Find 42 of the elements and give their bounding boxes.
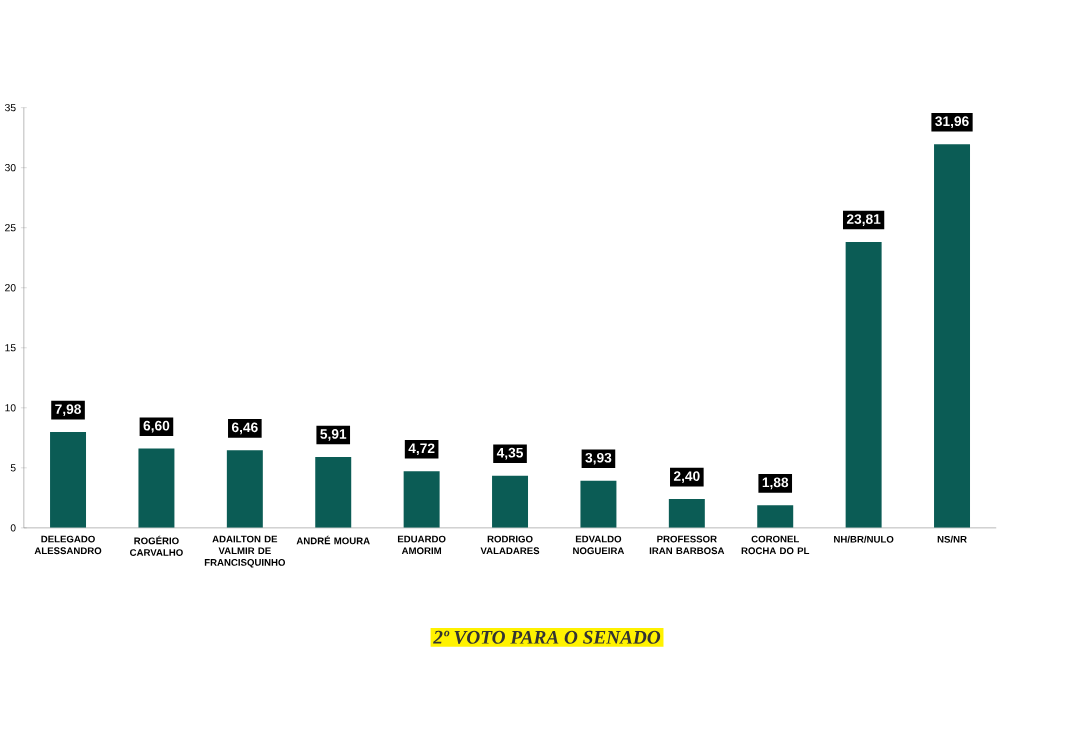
x-tick-label: ANDRÉ MOURA [296,535,370,545]
y-tick-label: 20 [5,284,16,292]
data-label: 1,88 [762,477,789,490]
bar [934,144,971,528]
x-tick-label: EDUARDO AMORIM [397,535,446,555]
data-label: 23,81 [846,214,881,226]
y-tick-label: 25 [5,224,16,232]
x-tick-label: EDVALDO NOGUEIRA [573,535,625,555]
data-label: 6,60 [143,420,170,433]
y-tick-label: 35 [4,104,16,112]
data-label: 31,96 [935,116,969,129]
data-label: 3,93 [585,452,612,465]
bar [315,456,352,528]
y-tick-label: 5 [10,464,16,472]
y-tick-label: 0 [10,524,16,532]
bar [845,242,882,528]
bar [668,499,705,528]
data-label: 7,98 [55,404,81,417]
x-tick-label: NH/BR/NULO [834,535,894,543]
data-label: 5,91 [320,429,347,441]
y-tick-label: 10 [5,404,16,412]
data-label: 4,72 [408,443,435,456]
data-label: 4,35 [496,447,524,460]
x-tick-label: CORONEL ROCHA DO PL [741,535,810,555]
bar [138,448,175,528]
data-label: 2,40 [673,471,700,484]
bar [757,505,794,528]
x-tick-label: RODRIGO VALADARES [480,535,540,555]
x-tick-label: NS/NR [937,535,967,543]
bar [226,450,263,528]
x-tick-label: DELEGADO ALESSANDRO [34,535,102,555]
x-tick-label: PROFESSOR IRAN BARBOSA [649,535,725,555]
bar [403,471,440,528]
bar [50,432,87,528]
data-label: 6,46 [231,422,258,435]
x-tick-label: ADAILTON DE VALMIR DE FRANCISQUINHO [204,535,286,568]
y-tick-label: 15 [5,344,16,352]
x-tick-label: ROGÉRIO CARVALHO [130,535,183,557]
text: 2º VOTO PARA O SENADO [433,630,661,644]
y-tick-label: 30 [4,164,16,172]
bar [580,480,617,528]
bar [492,475,529,528]
